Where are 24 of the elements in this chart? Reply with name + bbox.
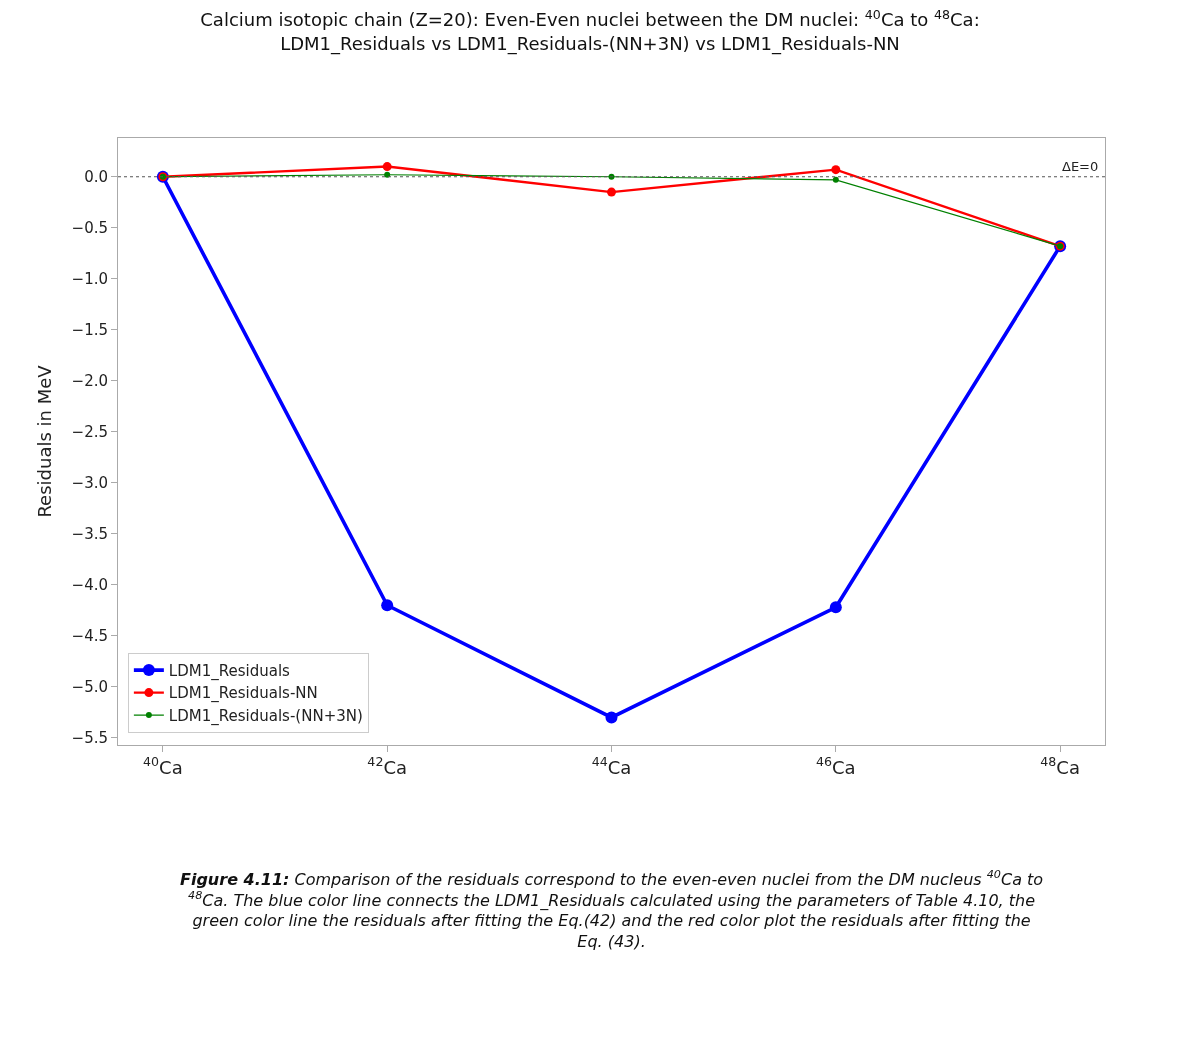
ref-line-label: ΔE=0	[1062, 159, 1099, 174]
y-tick-label: −1.5	[71, 321, 108, 340]
y-tick-label: 0.0	[84, 168, 108, 187]
y-tick-label: −4.5	[71, 627, 108, 646]
x-tick-label: $^{48}$Ca	[1040, 754, 1080, 778]
legend-label: LDM1_Residuals	[168, 661, 291, 681]
y-tick-label: −5.0	[71, 678, 108, 697]
y-tick-label: −3.5	[71, 525, 108, 544]
y-tick-label: −2.5	[71, 423, 108, 442]
y-tick-label: −0.5	[71, 219, 108, 238]
x-tick-label: $^{40}$Ca	[143, 754, 183, 778]
legend-label: LDM1_Residuals-NN	[168, 684, 318, 704]
legend-label: LDM1_Residuals-(NN+3N)	[168, 706, 363, 726]
text: Figure 4.11: Comparison of the residuals correspond to the even-even nuclei from the DM nucleus $^{40}$Ca to $^{48}$Ca. The blue color line connects the LDM1_Residuals calculated using the parameters of Table 4.10, the green color line the residuals after fitting the Eq.(42) and the red color plot the residuals after fitting the Eq. (43).	[180, 868, 1044, 952]
y-tick-label: −3.0	[71, 474, 108, 493]
y-tick-label: −5.5	[71, 729, 108, 748]
y-tick-label: −2.0	[71, 372, 108, 391]
x-tick-label: $^{46}$Ca	[816, 754, 856, 778]
y-axis-title: Residuals in MeV	[33, 364, 55, 518]
x-tick-label: $^{44}$Ca	[591, 754, 632, 778]
chart-title: Calcium isotopic chain (Z=20): Even-Even nuclei between the DM nuclei: $^{40}$Ca to $^{48}$Ca: LDM1_Residuals vs LDM1_Residuals-(NN+3N) vs LDM1_Residuals-NN	[200, 6, 980, 54]
y-tick-label: −4.0	[71, 576, 108, 595]
y-tick-label: −1.0	[71, 270, 108, 289]
x-tick-label: $^{42}$Ca	[367, 754, 407, 778]
